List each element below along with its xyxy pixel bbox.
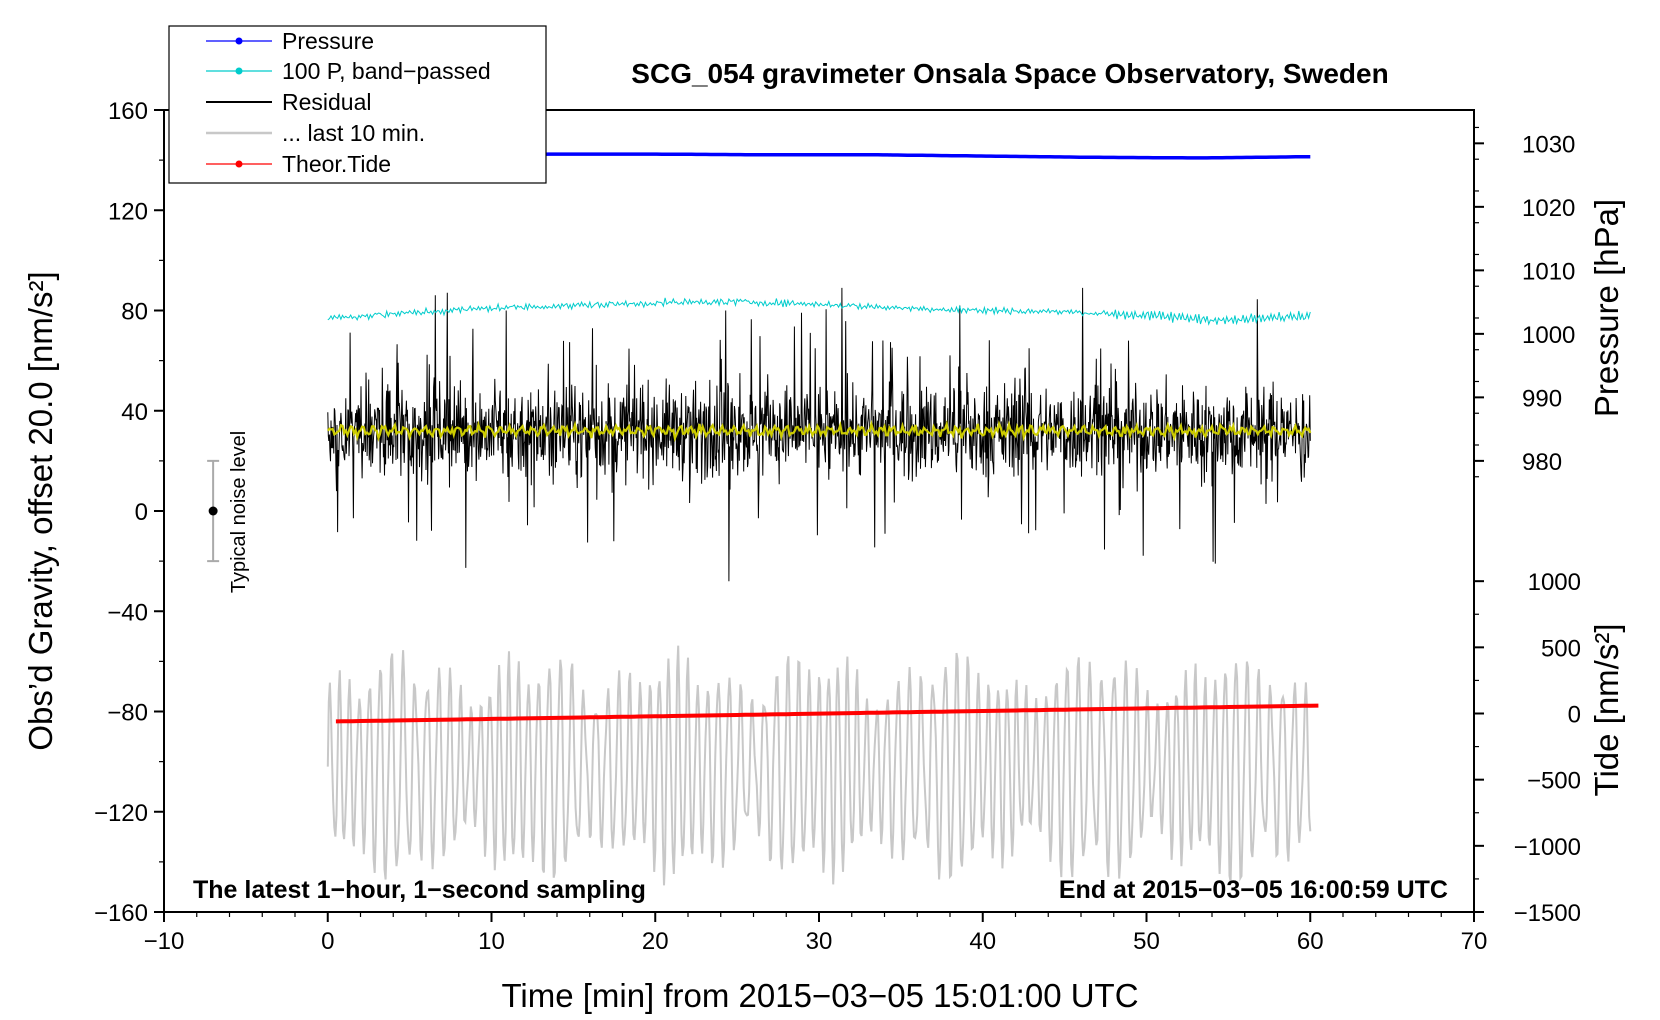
x-tick-label: 50 xyxy=(1133,928,1160,955)
pressure-tick-label: 990 xyxy=(1522,385,1562,412)
x-tick-label: 30 xyxy=(806,928,833,955)
y-tick-label: 40 xyxy=(121,399,148,426)
pressure-tick-label: 1000 xyxy=(1522,322,1575,349)
plot-frame-group xyxy=(163,109,1475,913)
y-axis-label-pressure: Pressure [hPa] xyxy=(1588,199,1625,417)
chart-title: SCG_054 gravimeter Onsala Space Observat… xyxy=(631,58,1388,89)
legend-item-pressure: Pressure xyxy=(206,28,374,54)
x-tick-label: 60 xyxy=(1297,928,1324,955)
pressure-tick-label: 1020 xyxy=(1522,195,1575,222)
y-tick-label: −160 xyxy=(94,900,148,927)
y-tick-label: −80 xyxy=(107,700,148,727)
tide-tick-label: −500 xyxy=(1527,768,1581,795)
y-axis-label-tide: Tide [nm/s²] xyxy=(1588,624,1625,797)
x-tick-label: 10 xyxy=(478,928,505,955)
tide-tick-label: −1500 xyxy=(1514,900,1581,927)
ticks-group: −10 0 10 20 30 40 50 60 7016012080400−40−80−120−… xyxy=(94,98,1581,955)
tide-tick-label: 0 xyxy=(1568,702,1581,729)
x-tick-label: 70 xyxy=(1461,928,1488,955)
legend-marker-bandpassed xyxy=(235,67,243,75)
y-tick-label: 120 xyxy=(108,198,148,225)
legend-marker-tide xyxy=(235,160,243,168)
legend-marker-pressure xyxy=(235,37,243,45)
pressure-tick-label: 1010 xyxy=(1522,258,1575,285)
legend-label-tide: Theor.Tide xyxy=(282,151,391,177)
series-theoretical-tide xyxy=(335,703,1319,724)
y-tick-label: 0 xyxy=(135,499,148,526)
pressure-tick-label: 1030 xyxy=(1522,131,1575,158)
tide-tick-label: −1000 xyxy=(1514,834,1581,861)
x-tick-label: 40 xyxy=(969,928,996,955)
noise-bar-group xyxy=(207,459,220,563)
x-tick-label: −10 xyxy=(144,928,185,955)
legend: Pressure 100 P, band−passed Residual ...… xyxy=(168,25,547,184)
noise-bar-center xyxy=(208,506,218,516)
y-tick-label: 160 xyxy=(108,98,148,125)
series-group xyxy=(326,152,1319,886)
series-residual xyxy=(327,287,1311,582)
x-tick-label: 20 xyxy=(642,928,669,955)
legend-item-bandpassed: 100 P, band−passed xyxy=(206,58,491,84)
legend-label-bandpassed: 100 P, band−passed xyxy=(282,58,491,84)
series-residual-smoothed xyxy=(326,419,1312,443)
legend-label-residual: Residual xyxy=(282,89,372,115)
legend-item-residual: Residual xyxy=(206,89,372,115)
series-last-10-min xyxy=(326,645,1312,886)
noise-level-label: Typical noise level xyxy=(228,431,250,593)
x-axis-label: Time [min] from 2015−03−05 15:01:00 UTC xyxy=(501,977,1138,1014)
y-tick-label: −40 xyxy=(107,599,148,626)
plot-frame xyxy=(163,109,1475,913)
y-axis-label-left: Obs’d Gravity, offset 20.0 [nm/s²] xyxy=(22,271,59,750)
y-tick-label: 80 xyxy=(121,299,148,326)
tide-tick-label: 500 xyxy=(1541,635,1581,662)
legend-item-last10: ... last 10 min. xyxy=(206,120,425,146)
tide-tick-label: 1000 xyxy=(1528,569,1581,596)
y-tick-label: −120 xyxy=(94,800,148,827)
annotation-end-time: End at 2015−03−05 16:00:59 UTC xyxy=(1059,876,1448,904)
x-tick-label: 0 xyxy=(321,928,334,955)
legend-label-pressure: Pressure xyxy=(282,28,374,54)
annotation-sampling: The latest 1−hour, 1−second sampling xyxy=(193,876,646,904)
legend-box xyxy=(168,25,547,184)
legend-item-tide: Theor.Tide xyxy=(206,151,391,177)
legend-label-last10: ... last 10 min. xyxy=(282,120,425,146)
pressure-tick-label: 980 xyxy=(1522,449,1562,476)
series-pressure-bandpassed xyxy=(327,297,1311,326)
